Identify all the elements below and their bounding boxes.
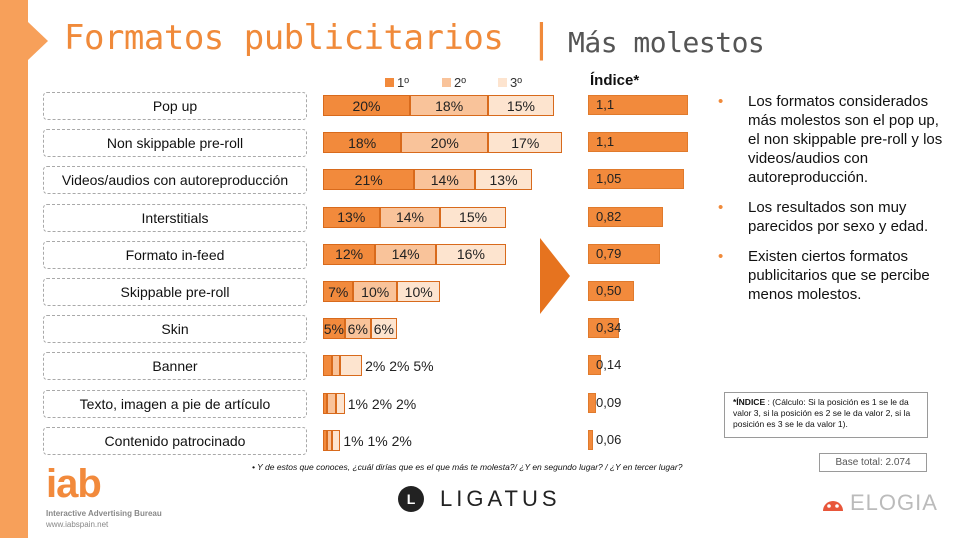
bar-segment-3: 16% <box>436 243 506 265</box>
legend-label-third: 3º <box>510 75 522 90</box>
category-label: Banner <box>43 352 307 381</box>
bar-segment-3: 6% <box>370 318 397 340</box>
index-value: 0,09 <box>596 394 622 410</box>
legend-label-second: 2º <box>454 75 466 90</box>
bar-segment-3 <box>331 429 341 451</box>
big-arrow-icon <box>540 238 570 314</box>
survey-question: • Y de estos que conoces, ¿cuál dirías q… <box>252 462 683 472</box>
legend-swatch-first <box>385 78 394 87</box>
bar-segment-labels: 1% 2% 2% <box>347 395 417 412</box>
bar-segment-labels: 2% 2% 5% <box>365 358 434 375</box>
index-bar <box>588 355 601 376</box>
index-value: 1,05 <box>596 171 622 187</box>
bar-segment-2: 10% <box>353 281 397 302</box>
bar-segment-2 <box>327 429 332 451</box>
category-label: Skin <box>43 315 307 344</box>
bar-segment-2: 14% <box>375 243 437 265</box>
index-value: 0,34 <box>596 320 622 336</box>
index-value: 0,82 <box>596 208 622 224</box>
bar-segment-1: 13% <box>323 206 380 228</box>
category-label: Formato in-feed <box>43 240 307 269</box>
index-bar <box>588 318 619 339</box>
legend-item-first: 1º <box>385 75 409 90</box>
left-accent-band <box>0 0 28 538</box>
index-bar <box>588 429 594 450</box>
index-bar <box>588 392 597 413</box>
legend-swatch-second <box>442 78 451 87</box>
page-subtitle: Más molestos <box>568 26 765 59</box>
bar-segment-1: 20% <box>323 95 410 116</box>
index-bar <box>588 169 684 190</box>
bar-segment-1: 5% <box>323 318 345 340</box>
index-note-term: *ÍNDICE <box>733 397 766 407</box>
bar-segment-1: 21% <box>323 169 415 191</box>
index-value: 1,1 <box>596 97 615 112</box>
index-value: 1,1 <box>596 134 615 150</box>
legend-swatch-third <box>498 78 507 87</box>
legend-item-third: 3º <box>498 75 522 90</box>
index-note: *ÍNDICE : (Cálculo: Si la posición es 1 … <box>724 392 928 438</box>
category-label: Contenido patrocinado <box>43 426 307 455</box>
category-label: Non skippable pre-roll <box>43 129 307 158</box>
bullet-item: Los resultados son muy parecidos por sex… <box>718 198 943 236</box>
bar-segment-2: 20% <box>401 132 489 154</box>
index-bar <box>588 281 634 301</box>
category-label: Skippable pre-roll <box>43 278 307 306</box>
category-label: Interstitials <box>43 203 307 232</box>
base-total-badge: Base total: 2.074 <box>819 453 927 472</box>
bar-segment-1 <box>323 429 328 451</box>
bar-segment-2 <box>327 392 337 414</box>
bar-segment-2: 14% <box>414 169 476 191</box>
index-bar <box>588 132 689 153</box>
bar-segment-1 <box>323 392 328 414</box>
index-value: 0,14 <box>596 357 622 373</box>
ligatus-logo-icon: L <box>398 486 424 512</box>
summary-bullets: Los formatos considerados más molestos s… <box>718 92 943 315</box>
bar-segment-3 <box>336 392 345 414</box>
page-title: Formatos publicitarios <box>64 18 504 58</box>
elogia-logo-icon <box>823 501 843 511</box>
bar-segment-2: 18% <box>410 95 489 116</box>
bar-segment-3: 13% <box>475 169 532 191</box>
index-header: Índice* <box>590 72 640 89</box>
bar-segment-3 <box>340 355 363 377</box>
category-label: Texto, imagen a pie de artículo <box>43 389 307 418</box>
iab-logo: iab <box>46 462 102 506</box>
legend-label-first: 1º <box>397 75 409 90</box>
bar-segment-3: 10% <box>396 281 441 302</box>
category-label: Pop up <box>43 92 307 120</box>
legend-item-second: 2º <box>442 75 466 90</box>
index-bar <box>588 95 689 115</box>
bar-segment-3: 15% <box>440 206 506 228</box>
index-note-text: : (Cálculo: Si la posición es 1 se le da… <box>733 397 911 429</box>
index-value: 0,79 <box>596 245 622 261</box>
bar-segment-2: 14% <box>379 206 441 228</box>
bar-segment-3: 15% <box>488 95 554 116</box>
bar-segment-1: 12% <box>323 243 376 265</box>
bar-segment-2 <box>331 355 341 377</box>
bullet-item: Existen ciertos formatos publicitarios q… <box>718 247 943 304</box>
index-value: 0,50 <box>596 283 622 298</box>
elogia-logo-text: ELOGIA <box>850 490 938 515</box>
bar-segment-1: 7% <box>323 281 354 302</box>
ligatus-logo-text: LIGATUS <box>440 486 561 511</box>
bar-segment-1 <box>323 355 332 377</box>
index-bar <box>588 243 660 264</box>
category-label: Videos/audios con autoreproducción <box>43 166 307 195</box>
bar-segment-1: 18% <box>323 132 402 154</box>
title-separator: | <box>530 16 553 60</box>
bar-segment-2: 6% <box>344 318 371 340</box>
bar-segment-3: 17% <box>488 132 563 154</box>
bar-segment-labels: 1% 1% 2% <box>343 432 412 449</box>
index-value: 0,06 <box>596 431 622 447</box>
bullet-item: Los formatos considerados más molestos s… <box>718 92 943 187</box>
iab-url: www.iabspain.net <box>46 520 109 529</box>
iab-name: Interactive Advertising Bureau <box>46 509 162 518</box>
index-bar <box>588 206 663 227</box>
title-arrow-icon <box>28 22 48 60</box>
